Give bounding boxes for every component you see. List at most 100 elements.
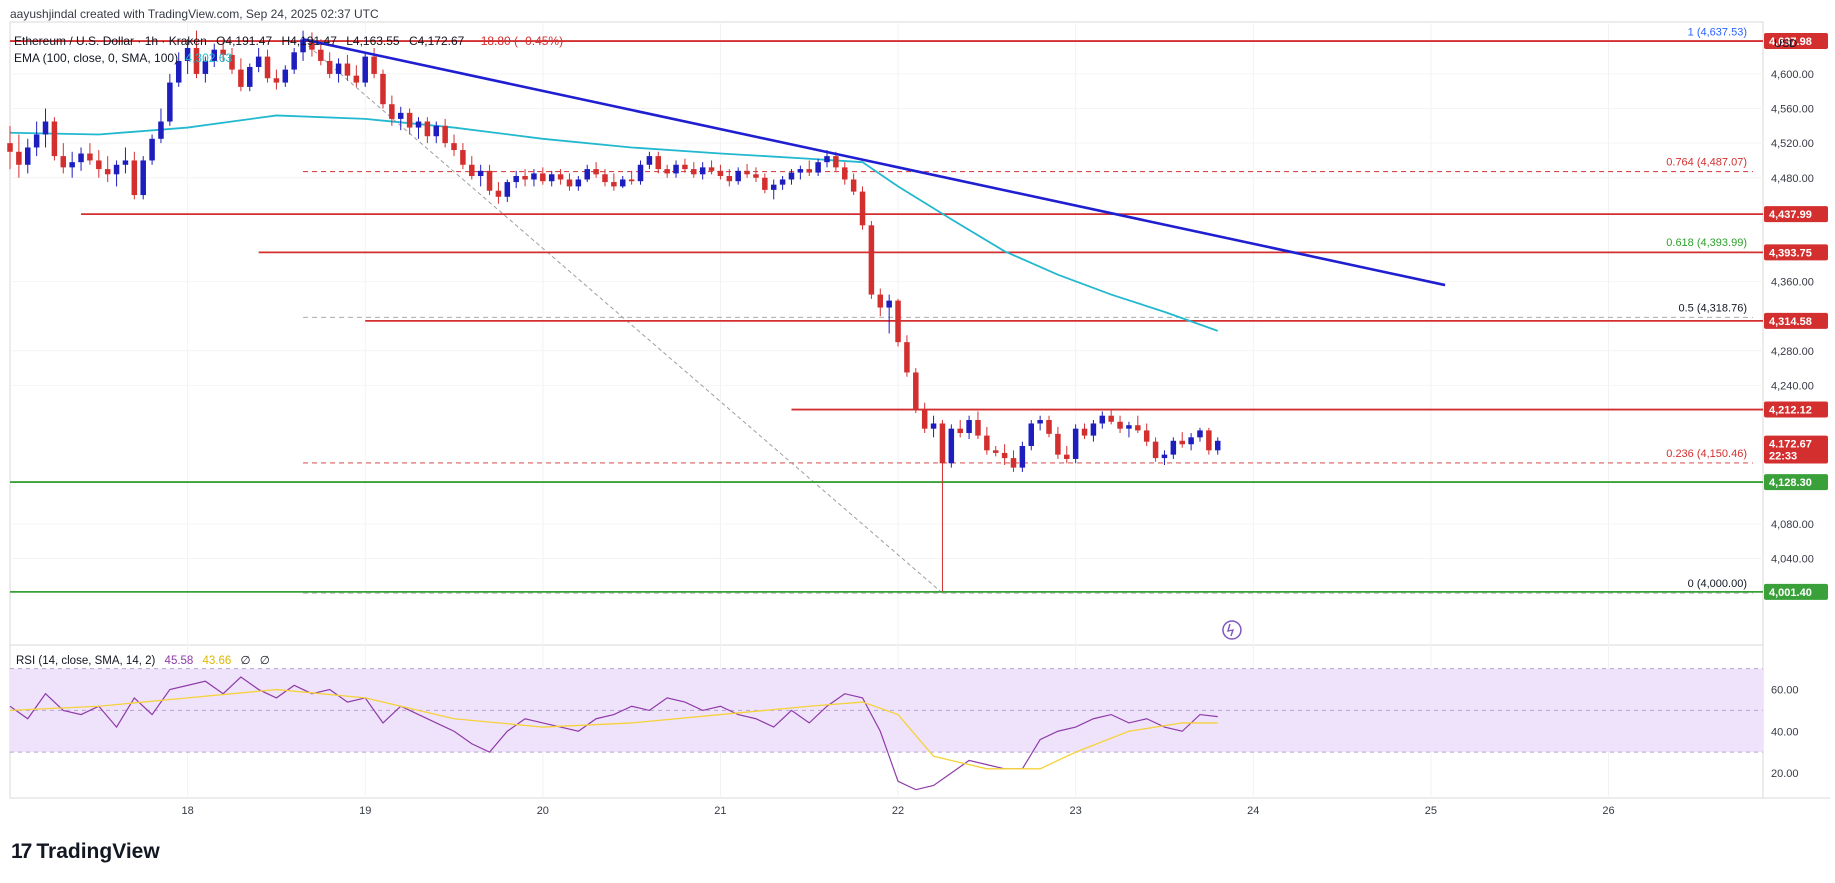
candle-body: [939, 423, 946, 464]
candle-body: [522, 176, 528, 180]
candle-body: [122, 160, 129, 165]
symbol-title[interactable]: Ethereum / U.S. Dollar · 1h · Kraken: [14, 34, 207, 48]
x-tick-label: 25: [1425, 805, 1437, 817]
fib-level-label: 0.236 (4,150.46): [1666, 448, 1747, 460]
price-label-text: 4,314.58: [1769, 316, 1812, 328]
candle-body: [247, 66, 253, 87]
candle-body: [699, 167, 706, 175]
candle-body: [797, 169, 804, 173]
candle-body: [904, 342, 910, 373]
candle-body: [886, 300, 892, 308]
rsi-tick-label: 40.00: [1771, 726, 1799, 738]
candle-body: [984, 435, 990, 451]
replay-icon[interactable]: [1222, 620, 1242, 640]
candle-body: [104, 169, 111, 175]
candle-body: [211, 49, 218, 61]
attribution-text: aayushjindal created with TradingView.co…: [10, 7, 379, 21]
candle-body: [1206, 430, 1212, 451]
candle-body: [779, 179, 786, 185]
lightning-icon: [1226, 623, 1234, 637]
candle-body: [229, 54, 235, 70]
candle-body: [593, 169, 599, 175]
candle-body: [495, 190, 502, 197]
candle-body: [16, 151, 22, 165]
candle-body: [460, 150, 466, 165]
price-label-box: [1764, 206, 1828, 223]
y-tick-label: 4,080.00: [1771, 519, 1814, 531]
candle-body: [1010, 458, 1017, 468]
ema-legend: EMA (100, close, 0, SMA, 100) 4,302.63: [14, 51, 232, 65]
price-label-text: 4,212.12: [1769, 405, 1812, 417]
price-label-text: 22:33: [1769, 451, 1797, 463]
tradingview-logo-icon: 17: [11, 840, 32, 863]
tradingview-brand[interactable]: 17 TradingView: [11, 840, 160, 864]
candle-body: [992, 450, 999, 453]
candle-body: [646, 156, 653, 165]
candle-body: [51, 121, 58, 157]
candle-body: [1117, 421, 1123, 429]
candle-body: [1170, 440, 1177, 455]
currency-label[interactable]: USD: [1774, 38, 1798, 50]
y-tick-label: 4,560.00: [1771, 104, 1814, 116]
candle-body: [113, 164, 120, 175]
fib-level-label: 0.5 (4,318.76): [1679, 302, 1748, 314]
candle-body: [637, 164, 644, 182]
candle-body: [682, 164, 688, 170]
candle-body: [708, 167, 715, 171]
candle-body: [726, 176, 733, 182]
candle-body: [611, 182, 617, 187]
candle-body: [220, 49, 226, 55]
candle-body: [628, 179, 635, 182]
price-label-text: 4,001.40: [1769, 587, 1812, 599]
x-tick-label: 26: [1602, 805, 1614, 817]
candle-body: [1143, 430, 1150, 442]
candle-body: [87, 153, 93, 161]
rsi-value: 45.58: [164, 655, 194, 667]
candle-body: [753, 174, 759, 178]
candle-body: [167, 82, 173, 122]
y-tick-label: 4,520.00: [1771, 138, 1814, 150]
candle-body: [175, 60, 182, 83]
candle-body: [895, 300, 901, 343]
ema-label[interactable]: EMA (100, close, 0, SMA, 100): [14, 51, 179, 65]
x-tick-label: 22: [892, 805, 904, 817]
y-tick-label: 4,360.00: [1771, 277, 1814, 289]
candle-body: [60, 156, 67, 168]
candle-body: [859, 191, 866, 226]
rsi-label[interactable]: RSI (14, close, SMA, 14, 2): [16, 655, 156, 667]
candle-body: [451, 143, 457, 151]
candle-body: [33, 134, 40, 148]
candle-body: [264, 56, 271, 79]
candle-body: [584, 169, 590, 180]
candle-body: [353, 75, 360, 83]
low-value: L4,163.55: [346, 34, 400, 48]
price-label-box: [1764, 583, 1828, 600]
symbol-legend: Ethereum / U.S. Dollar · 1h · Kraken O4,…: [14, 34, 563, 48]
candle-body: [282, 69, 289, 83]
candle-body: [655, 156, 662, 170]
price-label-text: 4,128.30: [1769, 477, 1812, 489]
candle-body: [362, 56, 368, 83]
candle-body: [7, 143, 13, 152]
bearish-trend-line[interactable]: [302, 38, 1446, 287]
candle-body: [309, 39, 315, 50]
candle-body: [957, 428, 963, 434]
candle-body: [1072, 428, 1079, 459]
candle-body: [397, 112, 404, 119]
candle-body: [469, 164, 475, 177]
candle-body: [1081, 428, 1088, 436]
candle-body: [1028, 423, 1035, 446]
close-value: C4,172.67: [408, 34, 465, 48]
candle-body: [717, 170, 724, 177]
candle-body: [486, 170, 493, 191]
y-tick-label: 4,040.00: [1771, 553, 1814, 565]
price-label-box: [1764, 244, 1828, 261]
candle-body: [415, 121, 422, 128]
candle-body: [131, 160, 138, 196]
candle-body: [868, 225, 875, 295]
candle-body: [975, 420, 981, 436]
candle-body: [477, 170, 484, 177]
fib-level-label: 0.618 (4,393.99): [1666, 237, 1747, 249]
candle-body: [273, 78, 280, 83]
